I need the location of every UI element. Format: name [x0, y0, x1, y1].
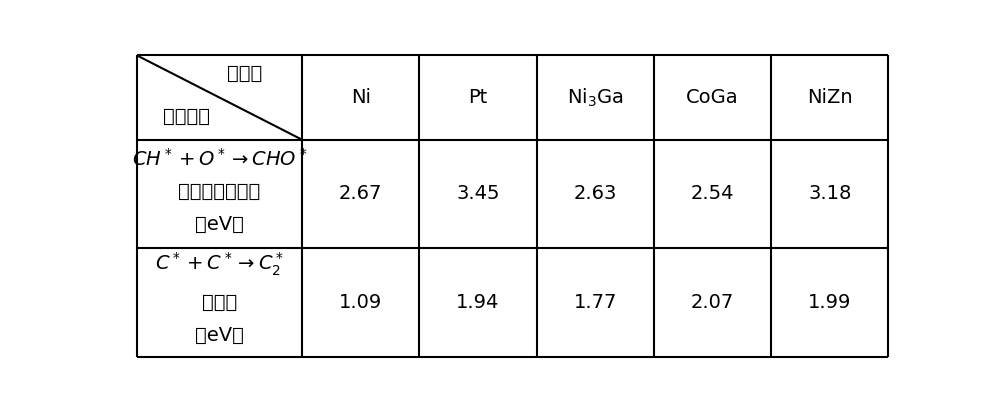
Text: （eV）: （eV） — [195, 326, 244, 345]
Text: 1.09: 1.09 — [339, 293, 382, 312]
Text: 1.99: 1.99 — [808, 293, 851, 312]
Text: 催化剂: 催化剂 — [227, 64, 262, 83]
Text: 3.18: 3.18 — [808, 184, 851, 204]
Text: 过渡态相对能量: 过渡态相对能量 — [178, 182, 260, 201]
Text: 2.63: 2.63 — [574, 184, 617, 204]
Text: 2.67: 2.67 — [339, 184, 382, 204]
Text: Pt: Pt — [468, 88, 488, 107]
Text: NiZn: NiZn — [807, 88, 853, 107]
Text: 2.07: 2.07 — [691, 293, 734, 312]
Text: CoGa: CoGa — [686, 88, 739, 107]
Text: Ni: Ni — [351, 88, 371, 107]
Text: 2.54: 2.54 — [691, 184, 734, 204]
Text: 3.45: 3.45 — [456, 184, 500, 204]
Text: 活化能: 活化能 — [202, 293, 237, 312]
Text: 1.77: 1.77 — [574, 293, 617, 312]
Text: Ni$_3$Ga: Ni$_3$Ga — [567, 86, 624, 109]
Text: $\mathit{CH^*+O^*\rightarrow CHO^*}$: $\mathit{CH^*+O^*\rightarrow CHO^*}$ — [132, 148, 307, 170]
Text: 1.94: 1.94 — [456, 293, 500, 312]
Text: （eV）: （eV） — [195, 215, 244, 234]
Text: 能量指标: 能量指标 — [163, 106, 210, 126]
Text: $\mathit{C^*+C^*\rightarrow C_2^*}$: $\mathit{C^*+C^*\rightarrow C_2^*}$ — [155, 251, 284, 278]
